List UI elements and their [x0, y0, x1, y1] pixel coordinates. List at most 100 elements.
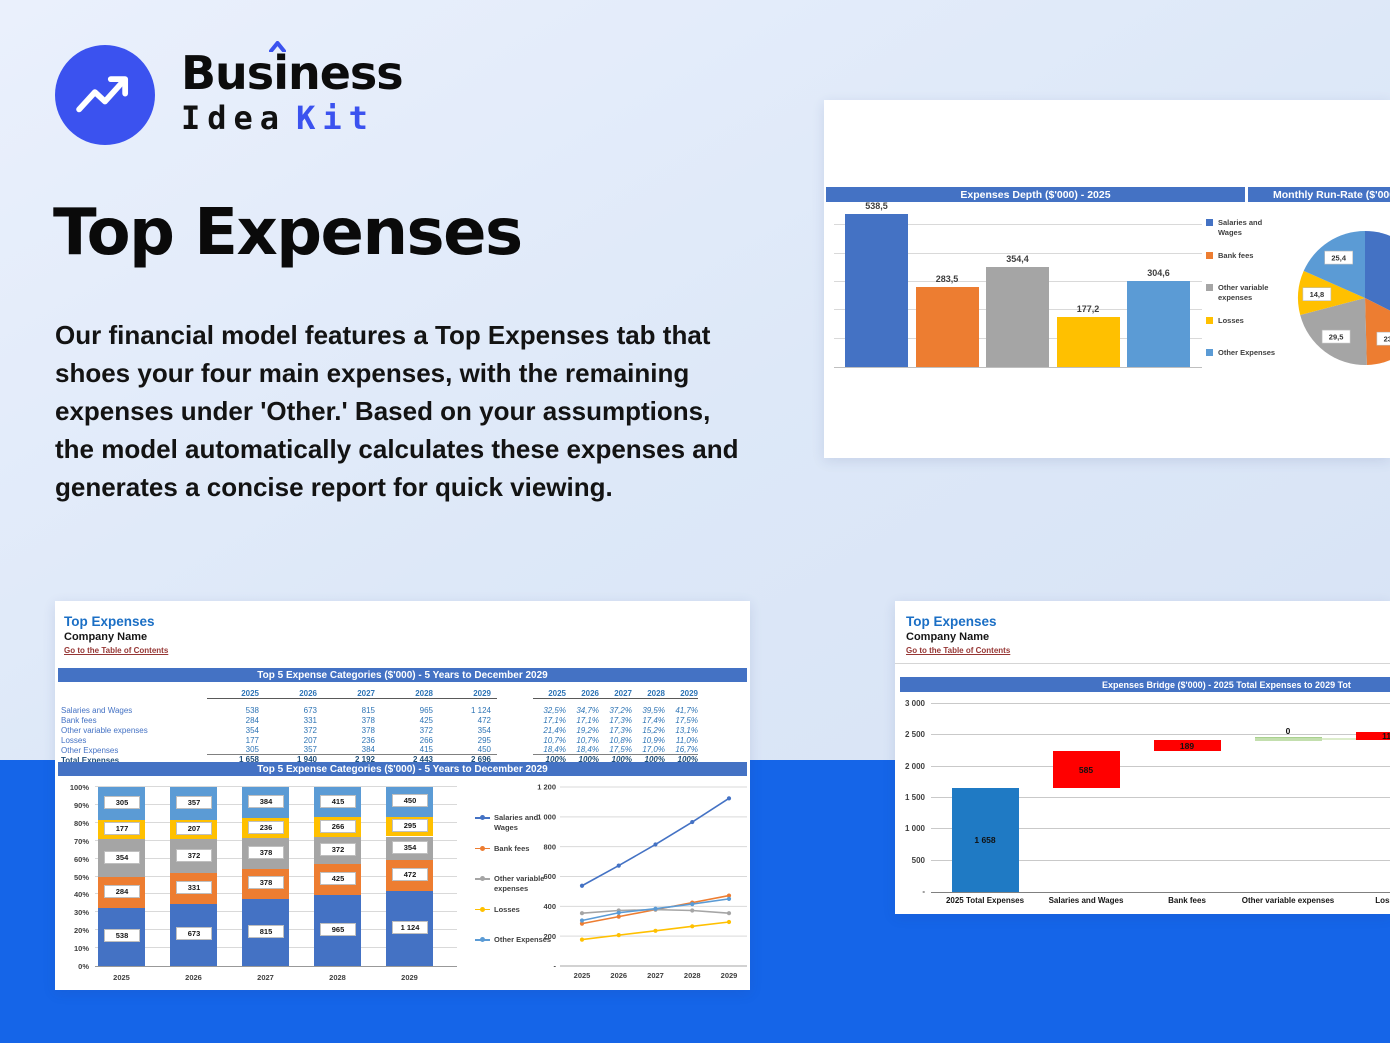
- percent-cell: 17,5%: [675, 716, 698, 726]
- data-point: [616, 863, 621, 868]
- table-of-contents-link[interactable]: Go to the Table of Contents: [64, 646, 169, 655]
- segment-value-label: 305: [104, 795, 140, 809]
- value-cell: 472: [477, 716, 491, 726]
- percent-cell: 34,7%: [576, 706, 599, 716]
- pie-data-label: 25,4: [1324, 250, 1354, 265]
- segment-value-label: 378: [248, 845, 284, 859]
- legend-dot: [480, 815, 485, 820]
- gridline: [931, 734, 1390, 736]
- y-axis-tick-label: 80%: [73, 818, 89, 828]
- legend-label: Losses: [494, 904, 520, 914]
- percent-cell: 18,4%: [566, 745, 599, 756]
- x-axis-category-label: 2025: [113, 973, 130, 982]
- pie-data-label: 14,8: [1302, 287, 1332, 301]
- waterfall-bar: [1052, 751, 1120, 789]
- value-cell: 1 124: [470, 706, 491, 716]
- sheet-title: Top Expenses: [906, 614, 997, 629]
- legend-line-marker-icon: [475, 936, 490, 943]
- y-axis-tick-label: 2 500: [904, 730, 925, 740]
- chart-header-monthly-run-rate: Monthly Run-Rate ($'000: [1248, 187, 1390, 202]
- pie-label-text: 23,7: [1384, 335, 1390, 344]
- y-axis-tick-label: 200: [543, 932, 556, 941]
- value-cell: 2026: [265, 689, 323, 699]
- segment-value-label: 384: [248, 795, 284, 809]
- segment-value-label: 472: [392, 868, 428, 882]
- value-cell: 425: [419, 716, 433, 726]
- legend-item: Other variable expenses: [1206, 283, 1296, 316]
- brand-part1: Bus: [181, 46, 274, 100]
- legend-item: Salaries and Wages: [475, 813, 557, 844]
- divider: [895, 663, 1390, 664]
- legend-swatch-icon: [1206, 349, 1213, 356]
- pie-label-box: [1321, 329, 1351, 344]
- legend-label: Other variable expenses: [1218, 283, 1269, 302]
- legend-label: Other variable expenses: [494, 874, 545, 893]
- data-point: [616, 910, 621, 915]
- percent-cell: 11,0%: [675, 735, 698, 745]
- legend-item: Losses: [475, 905, 557, 936]
- monthly-run-rate-pie-chart: 44,823,729,514,825,4: [1297, 231, 1390, 366]
- brand-name: Busi ness: [181, 41, 404, 100]
- segment-value-label: 236: [248, 820, 284, 834]
- waterfall-value-label: 0: [1285, 725, 1291, 736]
- waterfall-value-label: 118: [1382, 730, 1390, 741]
- segment-value-label: 450: [392, 794, 428, 808]
- percent-cell: 19,2%: [576, 725, 599, 735]
- gridline: [834, 224, 1202, 226]
- segment-value-label: 331: [176, 881, 212, 895]
- legend-item: Other Expenses: [475, 935, 557, 966]
- expenses-depth-bar-chart: 538,5 283,5 354,4 177,2 304,6: [834, 197, 1202, 368]
- data-point: [690, 901, 695, 907]
- y-axis-tick-label: 70%: [73, 836, 89, 846]
- legend-swatch-icon: [1206, 316, 1213, 324]
- pie-label-box: [1324, 250, 1354, 265]
- segment-value-label: 372: [320, 843, 356, 857]
- x-axis-category-label: 2027: [257, 973, 274, 982]
- legend-label: Other Expenses: [1218, 348, 1276, 357]
- chart-header-top5-categories: Top 5 Expense Categories ($'000) - 5 Yea…: [58, 762, 747, 776]
- x-axis-category-label: Salaries and Wages: [1048, 896, 1124, 905]
- data-point: [653, 906, 658, 911]
- value-cell: 2028: [381, 689, 439, 699]
- expenses-bridge-waterfall-chart: 1 658 585 189 0 118: [931, 703, 1390, 893]
- percent-cell: 13,1%: [675, 725, 698, 735]
- percent-cell: 10,8%: [609, 735, 632, 745]
- percent-cell: 2027: [599, 689, 632, 699]
- segment-value-label: 177: [104, 821, 140, 835]
- y-axis-tick-label: 3 000: [904, 699, 925, 708]
- logo-circle: [55, 45, 155, 145]
- bar-value-label: 538,5: [865, 201, 888, 212]
- table-row: Bank fees 284 331 378 425 472 17,1% 17,1% 17,3% 1…: [61, 716, 746, 726]
- row-label: Salaries and Wages: [61, 706, 133, 716]
- value-cell: 354: [245, 725, 259, 735]
- data-point: [579, 918, 585, 923]
- y-axis-tick-label: 60%: [73, 854, 89, 864]
- segment-value-label: 354: [392, 840, 428, 854]
- percent-cell: 15,2%: [642, 725, 665, 735]
- y-axis-tick-label: 600: [543, 872, 556, 881]
- pie-data-label: 29,5: [1321, 329, 1351, 344]
- segment-value-label: 372: [176, 848, 212, 862]
- percent-cell: 10,7%: [576, 735, 599, 745]
- value-cell: 372: [419, 725, 433, 735]
- percent-cell: 16,7%: [665, 745, 698, 756]
- legend-item: Bank fees: [475, 844, 557, 875]
- y-axis-tick-label: -: [922, 887, 925, 896]
- percent-cell: 41,7%: [675, 706, 698, 716]
- chart-header-expenses-depth: Expenses Depth ($'000) - 2025: [826, 187, 1245, 202]
- x-axis-category-label: 2029: [721, 971, 738, 980]
- segment-value-label: 378: [248, 876, 284, 890]
- data-point: [653, 928, 658, 933]
- percent-cell: 39,5%: [642, 706, 665, 716]
- x-axis-category-label: 2028: [329, 973, 346, 982]
- value-cell: 284: [245, 716, 259, 726]
- top5-categories-table: 2025 2026 2027 2028 2029 2025 2026 2027 2028 2029…: [61, 688, 746, 766]
- pie-label-text: 14,8: [1310, 290, 1325, 299]
- y-axis-tick-label: 30%: [73, 908, 89, 918]
- pie-label-text: 29,5: [1329, 332, 1344, 341]
- value-cell: 207: [303, 735, 317, 745]
- table-of-contents-link[interactable]: Go to the Table of Contents: [906, 646, 1011, 655]
- top5-line-chart: - 200 400 600 800 1 000 1 200 2025 2026 2027 2028 2…: [537, 783, 747, 980]
- percent-cell: 2025: [533, 689, 566, 699]
- waterfall-bar: [1153, 739, 1221, 752]
